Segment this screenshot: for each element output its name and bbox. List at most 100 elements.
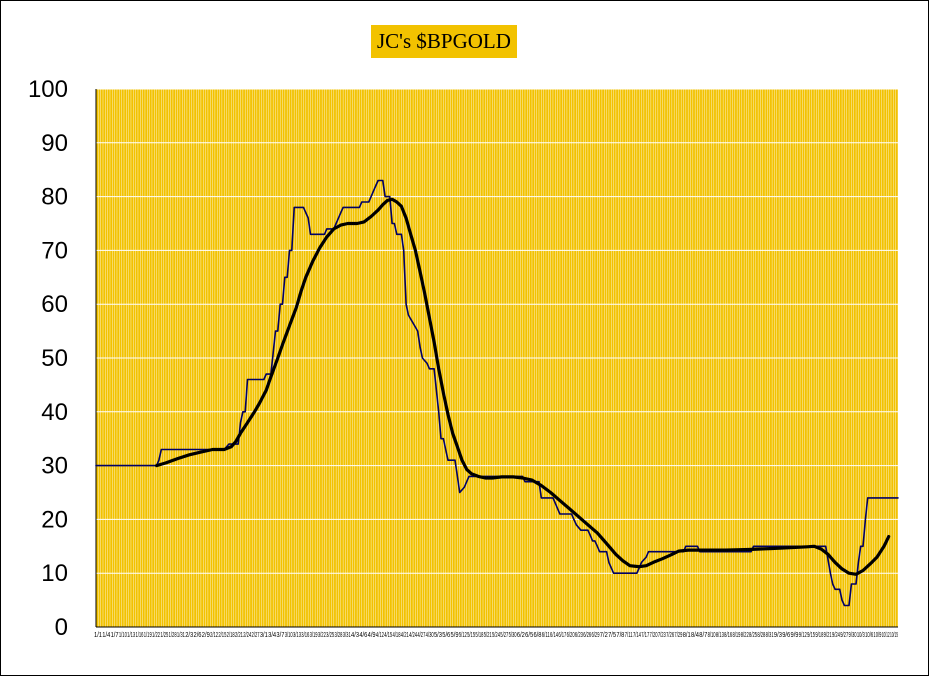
- x-tick-label: 1/16: [135, 632, 143, 639]
- x-tick-label: 3/16: [301, 632, 309, 639]
- x-tick-label: 9/6: [782, 632, 790, 639]
- x-tick-label: 2/3: [185, 632, 193, 639]
- x-tick-label: 8/31: [766, 632, 774, 639]
- x-tick-label: 3/31: [343, 632, 351, 639]
- y-tick-label: 70: [41, 237, 68, 264]
- x-tick-label: 10/12: [882, 632, 890, 639]
- x-tick-label: 2/9: [202, 632, 210, 639]
- x-tick-label: 7/5: [608, 632, 616, 639]
- x-tick-label: 7/26: [666, 632, 674, 639]
- x-tick-label: 2/21: [235, 632, 243, 639]
- x-tick-label: 3/1: [260, 632, 268, 639]
- x-tick-label: 4/30: [426, 632, 434, 639]
- x-tick-label: 2/24: [243, 632, 251, 639]
- y-tick-label: 100: [28, 76, 68, 103]
- y-tick-label: 80: [41, 184, 68, 211]
- x-tick-label: 8/28: [757, 632, 765, 639]
- x-tick-label: 1/10: [119, 632, 127, 639]
- x-tick-label: 8/10: [708, 632, 716, 639]
- x-tick-label: 9/21: [824, 632, 832, 639]
- x-tick-label: 2/12: [210, 632, 218, 639]
- x-tick-label: 8/22: [741, 632, 749, 639]
- x-tick-label: 1/31: [177, 632, 185, 639]
- x-tick-label: 4/3: [351, 632, 359, 639]
- x-tick-label: 4/18: [393, 632, 401, 639]
- y-tick-label: 30: [41, 453, 68, 480]
- x-tick-label: 1/19: [144, 632, 152, 639]
- x-tick-label: 6/14: [550, 632, 558, 639]
- x-tick-label: 10/3: [857, 632, 865, 639]
- x-tick-label: 3/22: [318, 632, 326, 639]
- x-tick-label: 5/15: [467, 632, 475, 639]
- x-tick-label: 7/20: [650, 632, 658, 639]
- x-tick-label: 5/27: [500, 632, 508, 639]
- x-tick-label: 3/25: [326, 632, 334, 639]
- x-tick-label: 3/28: [334, 632, 342, 639]
- x-tick-label: 1/22: [152, 632, 160, 639]
- x-tick-label: 3/10: [285, 632, 293, 639]
- x-tick-label: 3/13: [293, 632, 301, 639]
- x-tick-label: 9/18: [815, 632, 823, 639]
- series: [95, 179, 899, 607]
- x-tick-label: 2/15: [218, 632, 226, 639]
- x-tick-label: 2/18: [227, 632, 235, 639]
- x-tick-label: 6/5: [525, 632, 533, 639]
- x-tick-label: 7/17: [641, 632, 649, 639]
- x-tick-label: 8/25: [749, 632, 757, 639]
- x-tick-label: 8/19: [732, 632, 740, 639]
- x-axis: 1/1 1/4 1/7 1/10 1/13 1/16 1/19 1/22 1/25 1/28 1/3…: [94, 632, 898, 639]
- x-tick-label: 6/11: [542, 632, 550, 639]
- x-tick-label: 5/30: [509, 632, 517, 639]
- y-tick-label: 0: [55, 614, 68, 641]
- x-tick-label: 7/14: [633, 632, 641, 639]
- x-tick-label: 3/7: [276, 632, 284, 639]
- chart-title: JC's $BPGOLD: [371, 25, 517, 58]
- x-tick-label: 1/7: [111, 632, 119, 639]
- x-tick-label: 9/12: [799, 632, 807, 639]
- x-tick-label: 8/7: [699, 632, 707, 639]
- x-tick-label: 7/2: [600, 632, 608, 639]
- x-tick-label: 5/6: [442, 632, 450, 639]
- x-tick-label: 5/12: [459, 632, 467, 639]
- raw-series-line: [95, 179, 899, 607]
- x-tick-label: 9/3: [774, 632, 782, 639]
- x-tick-label: 6/2: [517, 632, 525, 639]
- x-tick-label: 8/16: [724, 632, 732, 639]
- x-tick-label: 6/26: [583, 632, 591, 639]
- x-tick-label: 6/23: [575, 632, 583, 639]
- x-tick-label: 7/11: [625, 632, 633, 639]
- x-tick-label: 4/21: [401, 632, 409, 639]
- x-tick-label: 1/13: [127, 632, 135, 639]
- x-tick-label: 6/17: [558, 632, 566, 639]
- x-tick-label: 1/28: [169, 632, 177, 639]
- x-tick-label: 4/6: [359, 632, 367, 639]
- smoothed-series-line: [155, 197, 891, 576]
- x-tick-label: 4/27: [417, 632, 425, 639]
- y-tick-label: 90: [41, 130, 68, 157]
- x-tick-label: 8/13: [716, 632, 724, 639]
- x-tick-label: 6/29: [592, 632, 600, 639]
- x-tick-label: 3/4: [268, 632, 276, 639]
- y-tick-label: 60: [41, 291, 68, 318]
- x-tick-label: 1/1: [94, 632, 102, 639]
- x-tick-label: 3/19: [310, 632, 318, 639]
- x-tick-label: 4/15: [384, 632, 392, 639]
- gridlines: [95, 88, 899, 628]
- x-tick-label: 8/1: [683, 632, 691, 639]
- x-tick-label: 8/4: [691, 632, 699, 639]
- x-tick-label: 5/24: [492, 632, 500, 639]
- x-tick-label: 2/27: [252, 632, 260, 639]
- y-tick-label: 50: [41, 345, 68, 372]
- x-tick-label: 7/23: [658, 632, 666, 639]
- x-tick-label: 2/6: [194, 632, 202, 639]
- x-tick-label: 7/8: [616, 632, 624, 639]
- x-tick-label: 4/12: [376, 632, 384, 639]
- x-tick-label: 9/24: [832, 632, 840, 639]
- x-tick-label: 5/3: [434, 632, 442, 639]
- x-tick-label: 4/9: [368, 632, 376, 639]
- x-tick-label: 6/20: [567, 632, 575, 639]
- x-tick-label: 1/4: [102, 632, 110, 639]
- x-tick-label: 9/30: [849, 632, 857, 639]
